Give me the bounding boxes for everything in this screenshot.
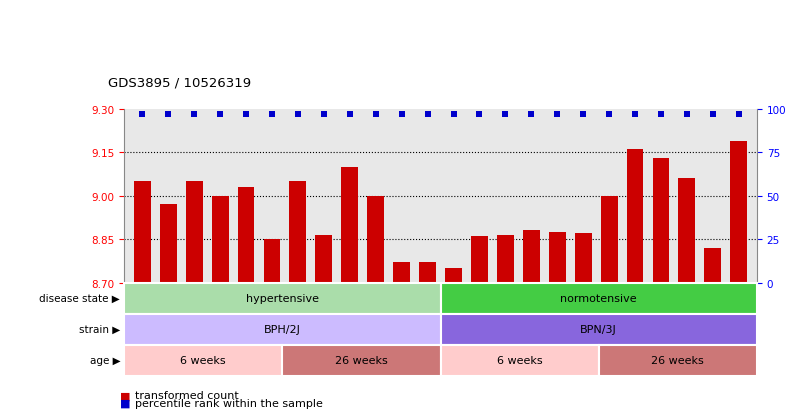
Point xyxy=(292,112,304,118)
Point xyxy=(706,112,719,118)
Text: 6 weeks: 6 weeks xyxy=(497,355,542,366)
Bar xyxy=(316,235,332,283)
Bar xyxy=(264,240,280,283)
Point xyxy=(187,112,200,118)
Bar xyxy=(134,182,151,283)
Text: 26 weeks: 26 weeks xyxy=(651,355,704,366)
Text: normotensive: normotensive xyxy=(561,293,637,304)
Bar xyxy=(441,283,757,314)
Bar xyxy=(601,196,618,283)
Point xyxy=(473,112,486,118)
Point xyxy=(602,112,615,118)
Point xyxy=(214,112,227,118)
Bar xyxy=(626,150,643,283)
Bar xyxy=(238,188,255,283)
Text: disease state ▶: disease state ▶ xyxy=(39,293,120,304)
Bar xyxy=(497,235,513,283)
Text: 26 weeks: 26 weeks xyxy=(335,355,388,366)
Point xyxy=(239,112,252,118)
Text: ■: ■ xyxy=(120,398,131,408)
Text: age ▶: age ▶ xyxy=(90,355,120,366)
Bar xyxy=(704,248,721,283)
Bar xyxy=(471,237,488,283)
Point xyxy=(421,112,434,118)
Bar xyxy=(124,283,441,314)
Point xyxy=(395,112,408,118)
Text: BPN/3J: BPN/3J xyxy=(581,324,617,335)
Bar xyxy=(575,234,592,283)
Point xyxy=(136,112,149,118)
Text: percentile rank within the sample: percentile rank within the sample xyxy=(135,398,323,408)
Bar xyxy=(211,196,228,283)
Point xyxy=(499,112,512,118)
Bar xyxy=(124,345,282,376)
Bar xyxy=(441,345,598,376)
Point xyxy=(732,112,745,118)
Point xyxy=(266,112,279,118)
Bar xyxy=(160,205,177,283)
Text: transformed count: transformed count xyxy=(135,390,239,400)
Bar xyxy=(441,314,757,345)
Point xyxy=(525,112,537,118)
Text: 6 weeks: 6 weeks xyxy=(180,355,226,366)
Bar xyxy=(186,182,203,283)
Point xyxy=(577,112,590,118)
Bar xyxy=(368,196,384,283)
Point xyxy=(162,112,175,118)
Bar xyxy=(523,231,540,283)
Bar xyxy=(393,263,410,283)
Text: ■: ■ xyxy=(120,390,131,400)
Bar xyxy=(598,345,757,376)
Point xyxy=(369,112,382,118)
Text: BPH/2J: BPH/2J xyxy=(264,324,301,335)
Point xyxy=(551,112,564,118)
Bar xyxy=(419,263,436,283)
Bar xyxy=(124,314,441,345)
Bar xyxy=(549,232,566,283)
Point xyxy=(317,112,330,118)
Point xyxy=(344,112,356,118)
Bar xyxy=(282,345,441,376)
Text: hypertensive: hypertensive xyxy=(246,293,319,304)
Text: GDS3895 / 10526319: GDS3895 / 10526319 xyxy=(108,76,252,89)
Bar xyxy=(678,179,695,283)
Point xyxy=(629,112,642,118)
Bar xyxy=(289,182,306,283)
Point xyxy=(681,112,694,118)
Bar xyxy=(445,268,462,283)
Point xyxy=(654,112,667,118)
Point xyxy=(447,112,460,118)
Bar xyxy=(731,141,747,283)
Bar xyxy=(341,167,358,283)
Text: strain ▶: strain ▶ xyxy=(79,324,120,335)
Bar xyxy=(653,159,670,283)
